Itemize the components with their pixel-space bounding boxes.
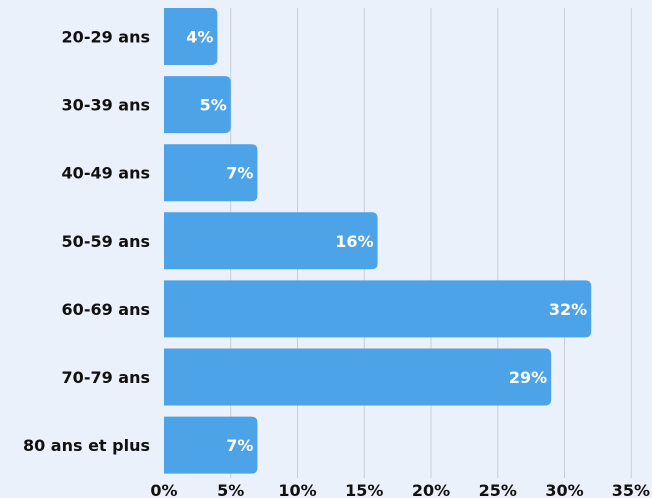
value-label-1: 4%	[186, 28, 213, 47]
x-tick-label-0: 0%	[150, 481, 177, 498]
value-label-2: 5%	[200, 96, 227, 115]
x-tick-labels: 0% 5% 10% 15% 20% 25% 30% 35%	[150, 481, 650, 498]
value-label-6: 29%	[509, 368, 547, 387]
x-tick-label-35: 35%	[612, 481, 650, 498]
bar-6	[164, 348, 552, 406]
bar-3	[164, 144, 258, 202]
category-label-6: 70-79 ans	[62, 368, 150, 387]
x-tick-label-15: 15%	[345, 481, 383, 498]
category-label-4: 50-59 ans	[62, 232, 150, 251]
category-labels: 20-29 ans 30-39 ans 40-49 ans 50-59 ans 60-6…	[23, 28, 150, 456]
category-label-3: 40-49 ans	[62, 164, 150, 183]
bar-2	[164, 76, 231, 134]
bar-5	[164, 280, 592, 338]
value-label-7: 7%	[226, 436, 253, 455]
value-labels: 4% 5% 7% 16% 32% 29% 7%	[186, 28, 587, 456]
x-tick-label-30: 30%	[545, 481, 583, 498]
value-label-4: 16%	[335, 232, 373, 251]
bar-1	[164, 8, 218, 65]
bar-4	[164, 212, 378, 270]
category-label-1: 20-29 ans	[62, 28, 150, 47]
category-label-2: 30-39 ans	[62, 96, 150, 115]
value-label-5: 32%	[549, 300, 587, 319]
bars	[164, 8, 592, 474]
x-tick-label-25: 25%	[479, 481, 517, 498]
bar-7	[164, 416, 258, 474]
x-tick-label-20: 20%	[412, 481, 450, 498]
category-label-7: 80 ans et plus	[23, 436, 150, 455]
x-tick-label-5: 5%	[217, 481, 244, 498]
category-label-5: 60-69 ans	[62, 300, 150, 319]
value-label-3: 7%	[226, 164, 253, 183]
x-tick-label-10: 10%	[278, 481, 316, 498]
